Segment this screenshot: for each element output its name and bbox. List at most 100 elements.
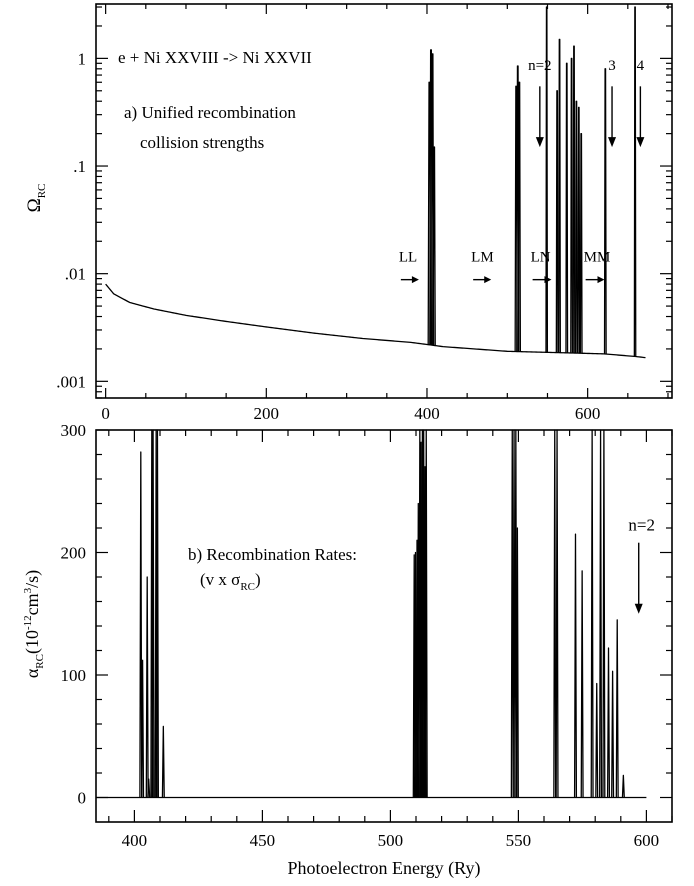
panel-b-rate-spike [424, 429, 428, 798]
panel-b-rate-spike [555, 429, 559, 798]
panel-b-recombination-rates: 400 450 500 550 600 0 100 200 300 b) Recombinati… [22, 421, 673, 879]
panel-a-resonance-peak [577, 106, 581, 354]
panel-a-threshold-arrowhead [597, 276, 605, 284]
panel-a-resonance-peak [603, 68, 607, 354]
panel-a-ylabel-main: Ω [24, 198, 45, 212]
panel-a-resonance-peak [574, 100, 578, 354]
panel-a-resonance-peak [579, 132, 583, 354]
panel-a-x-tick-label: 200 [254, 404, 280, 423]
panel-b-y-tick-label: 300 [61, 421, 87, 440]
panel-a-x-tick-label: 0 [101, 404, 110, 423]
panel-a-annotation-line2: collision strengths [140, 133, 264, 152]
panel-b-ticks [96, 429, 673, 822]
panel-b-annotation-line2: (v x σRC) [200, 570, 261, 593]
panel-b-tick-labels: 400 450 500 550 600 0 100 200 300 [61, 421, 660, 850]
panel-b-shell-arrowhead [634, 603, 643, 614]
panel-b-y-tick-label: 100 [61, 666, 87, 685]
panel-a-y-tick-label: .001 [56, 372, 86, 391]
panel-a-resonance-peak [633, 6, 637, 357]
panel-a-x-tick-label: 400 [414, 404, 440, 423]
panel-a-frame [95, 3, 673, 399]
panel-a-collision-strengths: 0 200 400 600 .001 .01 .1 1 e + Ni XXVIII -> Ni… [24, 3, 673, 423]
panel-a-threshold-ll: LL [399, 249, 417, 265]
panel-b-ylabel-unit2: cm [22, 593, 42, 615]
panel-b-annotation-sub: RC [240, 581, 255, 593]
panel-b-x-tick-label: 500 [378, 831, 404, 850]
panel-b-annotation-b: ) [255, 570, 261, 589]
panel-a-shell-label: 4 [637, 58, 645, 74]
panel-a-resonance-peak [517, 81, 522, 352]
panel-b-rate-spike [161, 725, 165, 798]
panel-b-rate-spike [141, 659, 145, 798]
panel-b-rate-spike [590, 429, 594, 798]
panel-b-rate-spike [615, 619, 619, 798]
svg-text:ΩRC: ΩRC [24, 184, 48, 213]
panel-a-y-axis-label: ΩRC [24, 184, 48, 213]
panel-b-annotation-line1: b) Recombination Rates: [188, 545, 357, 564]
panel-a-background-curve [105, 283, 646, 359]
panel-a-resonance-peak [572, 45, 576, 354]
panel-b-y-tick-label: 0 [78, 789, 87, 808]
panel-b-rate-spike [147, 778, 151, 798]
panel-a-resonance-peak [565, 62, 569, 353]
panel-b-x-tick-label: 600 [634, 831, 660, 850]
panel-a-threshold-labels: LL LM LN MM [399, 249, 611, 284]
panel-a-ylabel-sub: RC [36, 184, 48, 199]
svg-text:αRC(10-12cm3/s): αRC(10-12cm3/s) [22, 570, 46, 678]
panel-a-resonance-peak [570, 57, 574, 353]
panel-a-resonance-peaks [427, 6, 637, 357]
panel-b-ylabel-alpha: α [22, 668, 42, 678]
panel-b-shell-arrow: n=2 [628, 515, 655, 614]
panel-b-rate-spike [145, 576, 149, 798]
panel-b-y-tick-label: 200 [61, 544, 87, 563]
panel-b-rate-spike [155, 429, 159, 798]
panel-a-threshold-lm: LM [471, 249, 494, 265]
panel-a-annotation-line1: a) Unified recombination [124, 103, 296, 122]
panel-b-rate-spikes [139, 429, 625, 798]
panel-b-rate-spike [602, 429, 606, 798]
panel-b-ylabel-exp2: 3 [22, 587, 34, 593]
panel-a-shell-arrows: n=2 3 4 [528, 58, 645, 148]
panel-b-rate-spike [139, 451, 143, 798]
panel-a-tick-labels: 0 200 400 600 .001 .01 .1 1 [56, 49, 600, 423]
panel-b-annotation-a: (v x σ [200, 570, 240, 589]
panel-b-x-tick-label: 450 [250, 831, 276, 850]
panel-a-shell-label: 3 [608, 58, 616, 74]
panel-b-rate-spike [151, 429, 155, 798]
panel-a-resonance-peak [432, 146, 436, 346]
panel-b-rate-spike [599, 429, 603, 798]
panel-a-shell-arrowhead [608, 137, 617, 148]
panel-a-resonance-peak [545, 6, 549, 353]
panel-b-rate-spike [621, 774, 625, 798]
panel-a-x-tick-label: 600 [575, 404, 601, 423]
panel-a-y-tick-label: .1 [73, 157, 86, 176]
panel-a-threshold-arrowhead [484, 276, 492, 284]
panel-b-frame [95, 429, 673, 823]
panel-a-threshold-arrowhead [544, 276, 552, 284]
panel-a-title: e + Ni XXVIII -> Ni XXVII [118, 48, 312, 67]
panel-b-rate-spike [573, 533, 578, 798]
panel-b-rate-spike [553, 429, 557, 798]
panel-a-ticks [96, 4, 672, 399]
panel-a-threshold-ln: LN [531, 249, 551, 265]
panel-b-shell-label: n=2 [628, 515, 655, 534]
panel-a-shell-arrowhead [535, 137, 544, 148]
panel-b-rate-spike [515, 527, 519, 798]
panel-b-rate-spike [611, 670, 615, 798]
panel-a-resonance-peak [558, 38, 561, 353]
panel-b-ylabel-unit3: /s) [22, 570, 43, 588]
panel-a-y-tick-label: 1 [78, 49, 87, 68]
panel-b-x-tick-label: 550 [506, 831, 532, 850]
panel-b-rate-spike [606, 647, 611, 798]
x-axis-label: Photoelectron Energy (Ry) [288, 858, 481, 879]
panel-b-rate-spike [580, 570, 584, 798]
panel-a-threshold-arrowhead [411, 276, 419, 284]
panel-a-y-tick-label: .01 [65, 265, 86, 284]
panel-b-rate-spike [595, 682, 599, 798]
panel-b-ylabel-sub: RC [34, 654, 46, 669]
panel-b-x-tick-label: 400 [122, 831, 148, 850]
panel-b-ylabel-unit1: (10 [22, 630, 43, 654]
panel-a-threshold-mm: MM [584, 249, 611, 265]
panel-b-y-axis-label: αRC(10-12cm3/s) [22, 570, 46, 678]
